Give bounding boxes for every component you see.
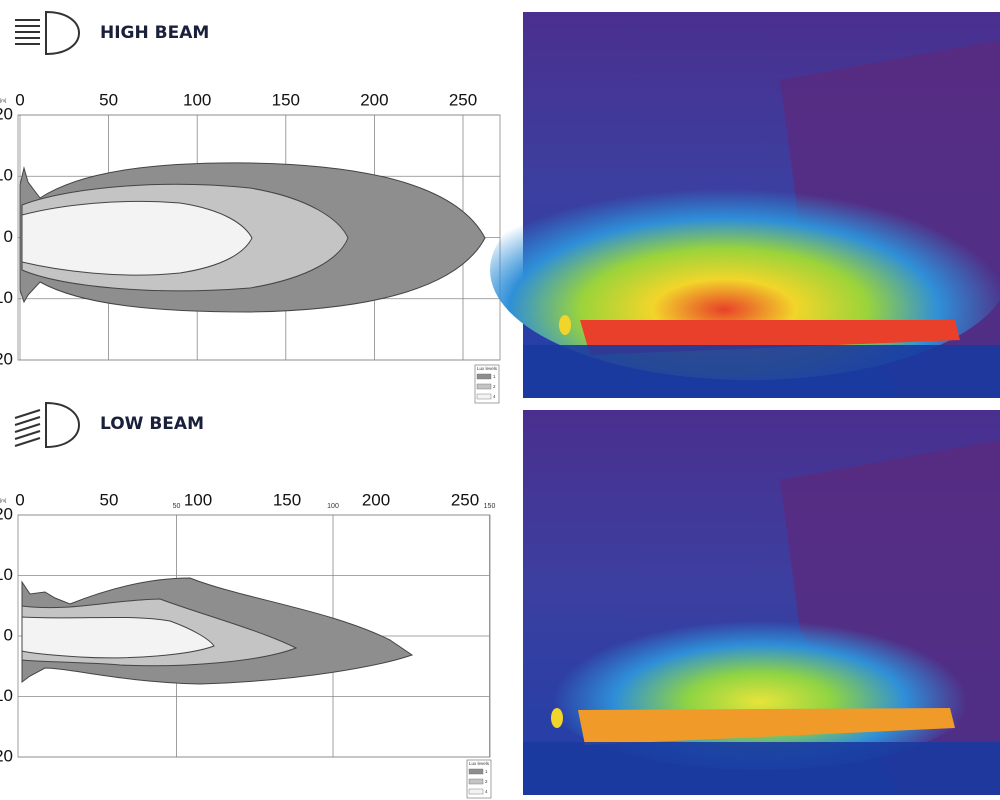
y-tick-label: 10 (0, 686, 13, 705)
legend-label: 4 (493, 394, 496, 399)
x-tick-label: 50 (100, 490, 119, 509)
panel-title: LOW BEAM (100, 414, 204, 434)
y-tick-label: 10 (0, 288, 13, 307)
x-tick-label: 250 (449, 90, 477, 109)
y-tick-label: 0 (4, 227, 13, 246)
x-tick-label: 150 (272, 90, 300, 109)
contour-4lux (21, 200, 253, 276)
legend-swatch (468, 768, 484, 775)
legend-title: Lux levels (469, 761, 490, 766)
y-tick-label: 20 (0, 349, 13, 368)
photo-high-beam (490, 12, 1000, 398)
x-tick-label: 50 (99, 90, 118, 109)
isolux-contours (19, 162, 486, 313)
y-tick-label: 0 (4, 625, 13, 644)
axis-unit: [m] (0, 498, 6, 503)
y-tick-label: 20 (0, 746, 13, 765)
axis-unit: [m] (0, 98, 6, 103)
legend-title: Lux levels (477, 366, 498, 371)
legend-label: 4 (485, 789, 488, 794)
y-tick-label: 10 (0, 166, 13, 185)
x-tick-label: 100 (183, 90, 211, 109)
legend-label: 1 (493, 374, 496, 379)
contour-4lux (21, 616, 215, 659)
legend: Lux levels 1 2 4 (466, 759, 492, 799)
legend-label: 1 (485, 769, 488, 774)
high-beam-icon (15, 10, 80, 56)
x-tick-label: 200 (360, 90, 388, 109)
x-tick-label: 200 (362, 490, 390, 509)
x-tick-label: 250 (451, 490, 479, 509)
legend-swatch (476, 393, 492, 400)
legend: Lux levels 1 2 4 (474, 364, 500, 404)
legend-swatch (468, 788, 484, 795)
legend-swatch (476, 373, 492, 380)
labels: [m]050100150200250201001020Lux levels124… (0, 90, 500, 799)
secondary-x-tick-label: 50 (173, 503, 181, 510)
y-tick-label: 20 (0, 104, 13, 123)
photo-low-beam (523, 410, 1000, 795)
x-tick-label: 150 (273, 490, 301, 509)
x-tick-label: 0 (15, 90, 24, 109)
y-tick-label: 20 (0, 504, 13, 523)
y-tick-label: 10 (0, 565, 13, 584)
legend-label: 2 (485, 779, 488, 784)
low-beam-icon (14, 401, 80, 449)
panel-title: HIGH BEAM (100, 23, 209, 43)
legend-swatch (468, 778, 484, 785)
x-tick-label: 100 (184, 490, 212, 509)
secondary-x-tick-label: 100 (327, 503, 339, 510)
legend-swatch (476, 383, 492, 390)
x-tick-label: 0 (15, 490, 24, 509)
legend-label: 2 (493, 384, 496, 389)
secondary-x-tick-label: 150 (484, 503, 496, 510)
isolux-contours (21, 577, 414, 685)
